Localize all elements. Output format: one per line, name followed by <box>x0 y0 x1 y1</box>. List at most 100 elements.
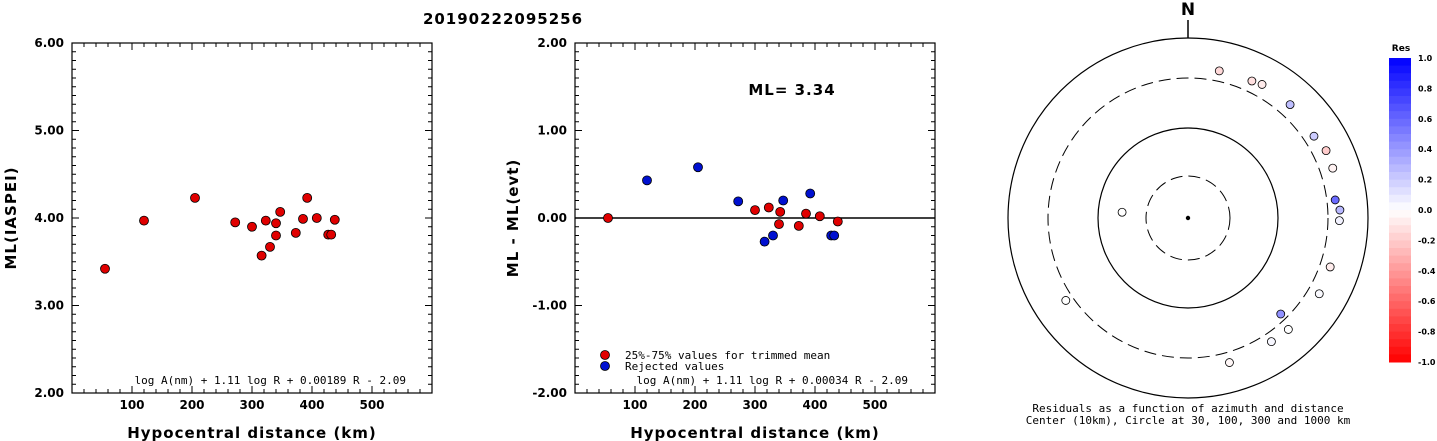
rejected-point <box>805 188 816 199</box>
x-tick-label: 500 <box>359 398 384 412</box>
accepted-point <box>793 220 804 231</box>
colorbar-cell <box>1389 141 1411 150</box>
station-marker <box>1061 296 1071 305</box>
data-point <box>100 263 110 274</box>
station-marker <box>1314 289 1324 299</box>
x-tick-label: 200 <box>682 398 707 412</box>
ring-30km <box>1145 175 1231 261</box>
station-marker <box>1285 100 1295 110</box>
caption-line-1: Residuals as a function of azimuth and d… <box>1032 402 1343 415</box>
x-tick-label: 200 <box>179 398 204 412</box>
station-marker <box>1309 131 1319 141</box>
colorbar-cell <box>1389 96 1411 105</box>
colorbar-tick-label: -1.0 <box>1418 358 1436 367</box>
x-tick-label: 100 <box>622 398 647 412</box>
colorbar-tick-label: -0.6 <box>1418 297 1436 306</box>
accepted-point <box>603 213 613 223</box>
rejected-point <box>642 175 652 186</box>
data-point <box>275 206 286 217</box>
accepted-point <box>832 216 843 227</box>
y-axis-label: ML - ML(evt) <box>504 159 522 277</box>
station-marker <box>1325 262 1335 272</box>
rejected-point <box>759 236 770 247</box>
accepted-point <box>774 219 784 230</box>
accepted-point <box>801 208 811 219</box>
colorbar-cell <box>1389 286 1411 295</box>
ring-1000km <box>1007 37 1369 399</box>
station-marker <box>1330 195 1340 205</box>
legend-marker-rejected <box>600 361 610 371</box>
station-marker <box>1214 66 1224 76</box>
station-marker <box>1225 358 1234 367</box>
y-tick-label: -2.00 <box>532 386 567 400</box>
colorbar-cell <box>1389 270 1411 279</box>
colorbar-cell <box>1389 164 1411 173</box>
y-axis-label: ML(IASPEI) <box>2 166 20 269</box>
colorbar-cell <box>1389 58 1411 67</box>
legend-label-accepted: 25%-75% values for trimmed mean <box>625 349 830 362</box>
accepted-point <box>750 205 760 216</box>
data-point <box>326 229 337 240</box>
colorbar-tick-label: 1.0 <box>1418 54 1433 63</box>
north-label: N <box>1181 0 1195 20</box>
colorbar-cell <box>1389 331 1411 340</box>
x-tick-label: 400 <box>299 398 324 412</box>
rejected-point <box>768 230 778 241</box>
y-tick-label: 4.00 <box>34 211 64 225</box>
x-tick-label: 300 <box>239 398 264 412</box>
colorbar-cell <box>1389 103 1411 112</box>
colorbar-cell <box>1389 293 1411 302</box>
data-point <box>271 230 281 241</box>
colorbar-cell <box>1389 301 1411 310</box>
plot-frame <box>71 42 433 394</box>
y-tick-label: -1.00 <box>532 299 567 313</box>
colorbar-cell <box>1389 354 1411 363</box>
colorbar-cell <box>1389 225 1411 234</box>
data-point <box>271 218 281 229</box>
y-tick-label: 3.00 <box>34 299 64 313</box>
colorbar-cell <box>1389 172 1411 181</box>
colorbar-tick-label: 0.8 <box>1418 84 1433 93</box>
colorbar-cell <box>1389 248 1411 257</box>
colorbar-cell <box>1389 194 1411 203</box>
y-tick-label: 0.00 <box>537 211 567 225</box>
data-point <box>311 213 322 223</box>
colorbar-cell <box>1389 80 1411 89</box>
data-point <box>139 215 149 226</box>
colorbar-cell <box>1389 73 1411 82</box>
data-point <box>302 192 313 203</box>
y-tick-label: 2.00 <box>34 386 64 400</box>
y-tick-label: 6.00 <box>34 36 64 50</box>
x-tick-label: 400 <box>802 398 827 412</box>
caption-line-2: Center (10km), Circle at 30, 100, 300 an… <box>1026 414 1351 427</box>
ml-residual-chart: 100 200 300 400 500 -2.00 -1.00 0.00 1.00 2.00 ML… <box>504 36 936 441</box>
ring-300km <box>1047 77 1329 359</box>
colorbar-tick-label: -0.8 <box>1418 328 1436 337</box>
accepted-point <box>814 211 825 222</box>
data-point <box>298 213 308 224</box>
colorbar-tick-label: 0.2 <box>1418 176 1432 185</box>
accepted-point <box>763 202 774 213</box>
colorbar-cell <box>1389 187 1411 196</box>
data-point <box>290 227 301 238</box>
residual-colorbar: Res 1.0 0.8 0.6 0.4 0.2 0.0 -0.2 -0.4 -0.6 -0.8 -1… <box>1389 44 1436 367</box>
colorbar-cell <box>1389 263 1411 272</box>
data-point <box>256 250 267 261</box>
rejected-point <box>733 196 744 207</box>
station-marker <box>1334 216 1344 226</box>
colorbar-cell <box>1389 65 1411 74</box>
colorbar-cell <box>1389 156 1411 165</box>
colorbar-tick-label: 0.0 <box>1418 206 1433 215</box>
colorbar-tick-label: -0.4 <box>1418 267 1436 276</box>
colorbar-cell <box>1389 232 1411 241</box>
colorbar-cell <box>1389 217 1411 226</box>
colorbar-cell <box>1389 210 1411 219</box>
data-point <box>230 217 241 228</box>
colorbar-cell <box>1389 126 1411 135</box>
colorbar-cell <box>1389 118 1411 127</box>
colorbar-tick-label: -0.2 <box>1418 236 1436 245</box>
legend: 25%-75% values for trimmed mean Rejected… <box>600 349 830 373</box>
station-marker <box>1117 207 1127 217</box>
azimuth-residual-plot: N Residuals as a function of azimuth and… <box>1007 0 1369 427</box>
